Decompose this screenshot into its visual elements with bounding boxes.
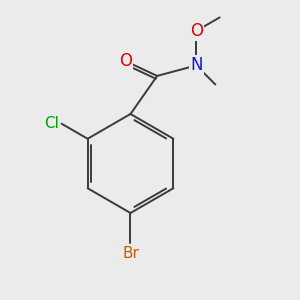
Text: Br: Br (122, 246, 139, 261)
Text: O: O (190, 22, 203, 40)
Text: Cl: Cl (44, 116, 59, 131)
Text: O: O (119, 52, 132, 70)
Text: N: N (190, 56, 203, 74)
